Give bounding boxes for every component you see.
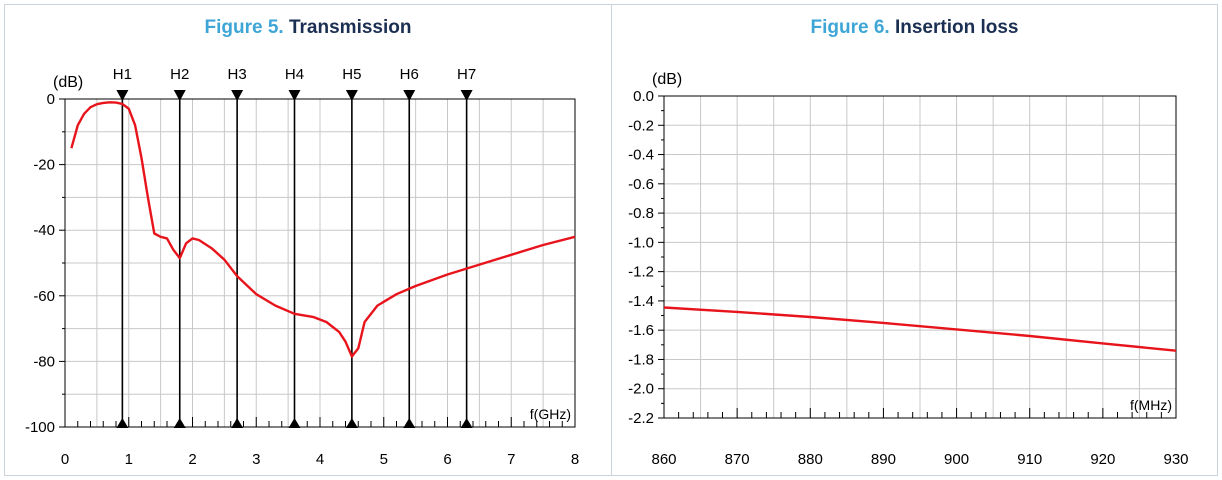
marker-bottom-arrow xyxy=(173,418,186,428)
x-tick-label: 7 xyxy=(507,451,515,468)
y-tick-label: -0.8 xyxy=(628,205,654,222)
marker-top-arrow xyxy=(460,90,473,101)
x-axis-label: f(MHz) xyxy=(1130,397,1172,413)
y-tick-label: -0.2 xyxy=(628,117,654,134)
figure6-name: Insertion loss xyxy=(894,17,1019,38)
figure5-title: Figure 5. Transmission xyxy=(5,17,611,39)
figure5-name: Transmission xyxy=(288,17,412,38)
x-tick-label: 880 xyxy=(798,451,823,468)
marker-label: H4 xyxy=(285,66,304,83)
x-tick-label: 8 xyxy=(571,451,579,468)
figure6-panel: Figure 6. Insertion loss 0.0 -0.2 -0.4 -0.6… xyxy=(612,4,1218,476)
marker-bottom-arrow xyxy=(460,418,473,428)
y-tick-label: -20 xyxy=(33,157,55,174)
y-axis-label: (dB) xyxy=(53,74,83,91)
marker-bottom-arrow xyxy=(231,418,244,428)
y-tick-label: -60 xyxy=(33,288,55,305)
data-line xyxy=(70,101,576,358)
x-tick-label: 1 xyxy=(125,451,133,468)
y-tick-label: 0 xyxy=(47,91,55,108)
x-tick-label: 0 xyxy=(61,451,69,468)
marker-bottom-arrow xyxy=(403,418,416,428)
y-tick-label: -80 xyxy=(33,353,55,370)
figure5-panel: Figure 5. Transmission 0 -20 -40 -60 -80 -100… xyxy=(4,4,612,476)
y-tick-label: -40 xyxy=(33,222,55,239)
x-tick-label: 920 xyxy=(1090,451,1115,468)
figure6-title: Figure 6. Insertion loss xyxy=(612,17,1217,39)
x-tick-label: 3 xyxy=(252,451,260,468)
marker-top-arrow xyxy=(116,90,129,101)
marker-label: H7 xyxy=(457,66,476,83)
x-tick-label: 2 xyxy=(188,451,196,468)
marker-top-arrow xyxy=(345,90,358,101)
y-tick-label: -1.6 xyxy=(628,322,654,339)
y-tick-label: -0.4 xyxy=(628,147,654,164)
marker-top-arrow xyxy=(403,90,416,101)
x-tick-label: 870 xyxy=(725,451,750,468)
y-tick-label: -1.8 xyxy=(628,351,654,368)
figure6-label: Figure 6. xyxy=(810,17,890,38)
insertion-loss-chart: 0.0 -0.2 -0.4 -0.6 -0.8 -1.0 -1.2 -1.4 -1.6 -1.8 -… xyxy=(628,71,1188,468)
marker-label: H3 xyxy=(228,66,247,83)
x-tick-label: 910 xyxy=(1017,451,1042,468)
y-tick-label: 0.0 xyxy=(633,88,654,105)
y-tick-label: -1.4 xyxy=(628,293,654,310)
x-tick-label: 930 xyxy=(1163,451,1188,468)
marker-label: H5 xyxy=(342,66,361,83)
x-tick-label: 5 xyxy=(380,451,388,468)
y-tick-label: -2.2 xyxy=(628,410,654,427)
y-tick-label: -2.0 xyxy=(628,381,654,398)
x-tick-label: 890 xyxy=(871,451,896,468)
y-tick-label: -0.6 xyxy=(628,176,654,193)
y-tick-label: -100 xyxy=(25,419,55,436)
x-tick-label: 4 xyxy=(316,451,324,468)
marker-label: H2 xyxy=(170,66,189,83)
marker-label: H1 xyxy=(113,66,132,83)
marker-bottom-arrow xyxy=(116,418,129,428)
marker-top-arrow xyxy=(173,90,186,101)
x-tick-label: 6 xyxy=(443,451,451,468)
y-tick-label: -1.0 xyxy=(628,234,654,251)
marker-bottom-arrow xyxy=(345,418,358,428)
data-line xyxy=(663,306,1177,352)
x-tick-label: 900 xyxy=(944,451,969,468)
x-axis-label: f(GHz) xyxy=(530,406,571,422)
marker-top-arrow xyxy=(288,90,301,101)
transmission-chart: 0 -20 -40 -60 -80 -100 0 1 2 3 4 5 6 7 8 (dB) f(GHz) H1 H2… xyxy=(25,66,579,468)
figure5-label: Figure 5. xyxy=(204,17,284,38)
marker-top-arrow xyxy=(231,90,244,101)
y-axis-label: (dB) xyxy=(652,71,682,88)
x-tick-label: 860 xyxy=(651,451,676,468)
marker-bottom-arrow xyxy=(288,418,301,428)
marker-label: H6 xyxy=(400,66,419,83)
y-tick-label: -1.2 xyxy=(628,264,654,281)
